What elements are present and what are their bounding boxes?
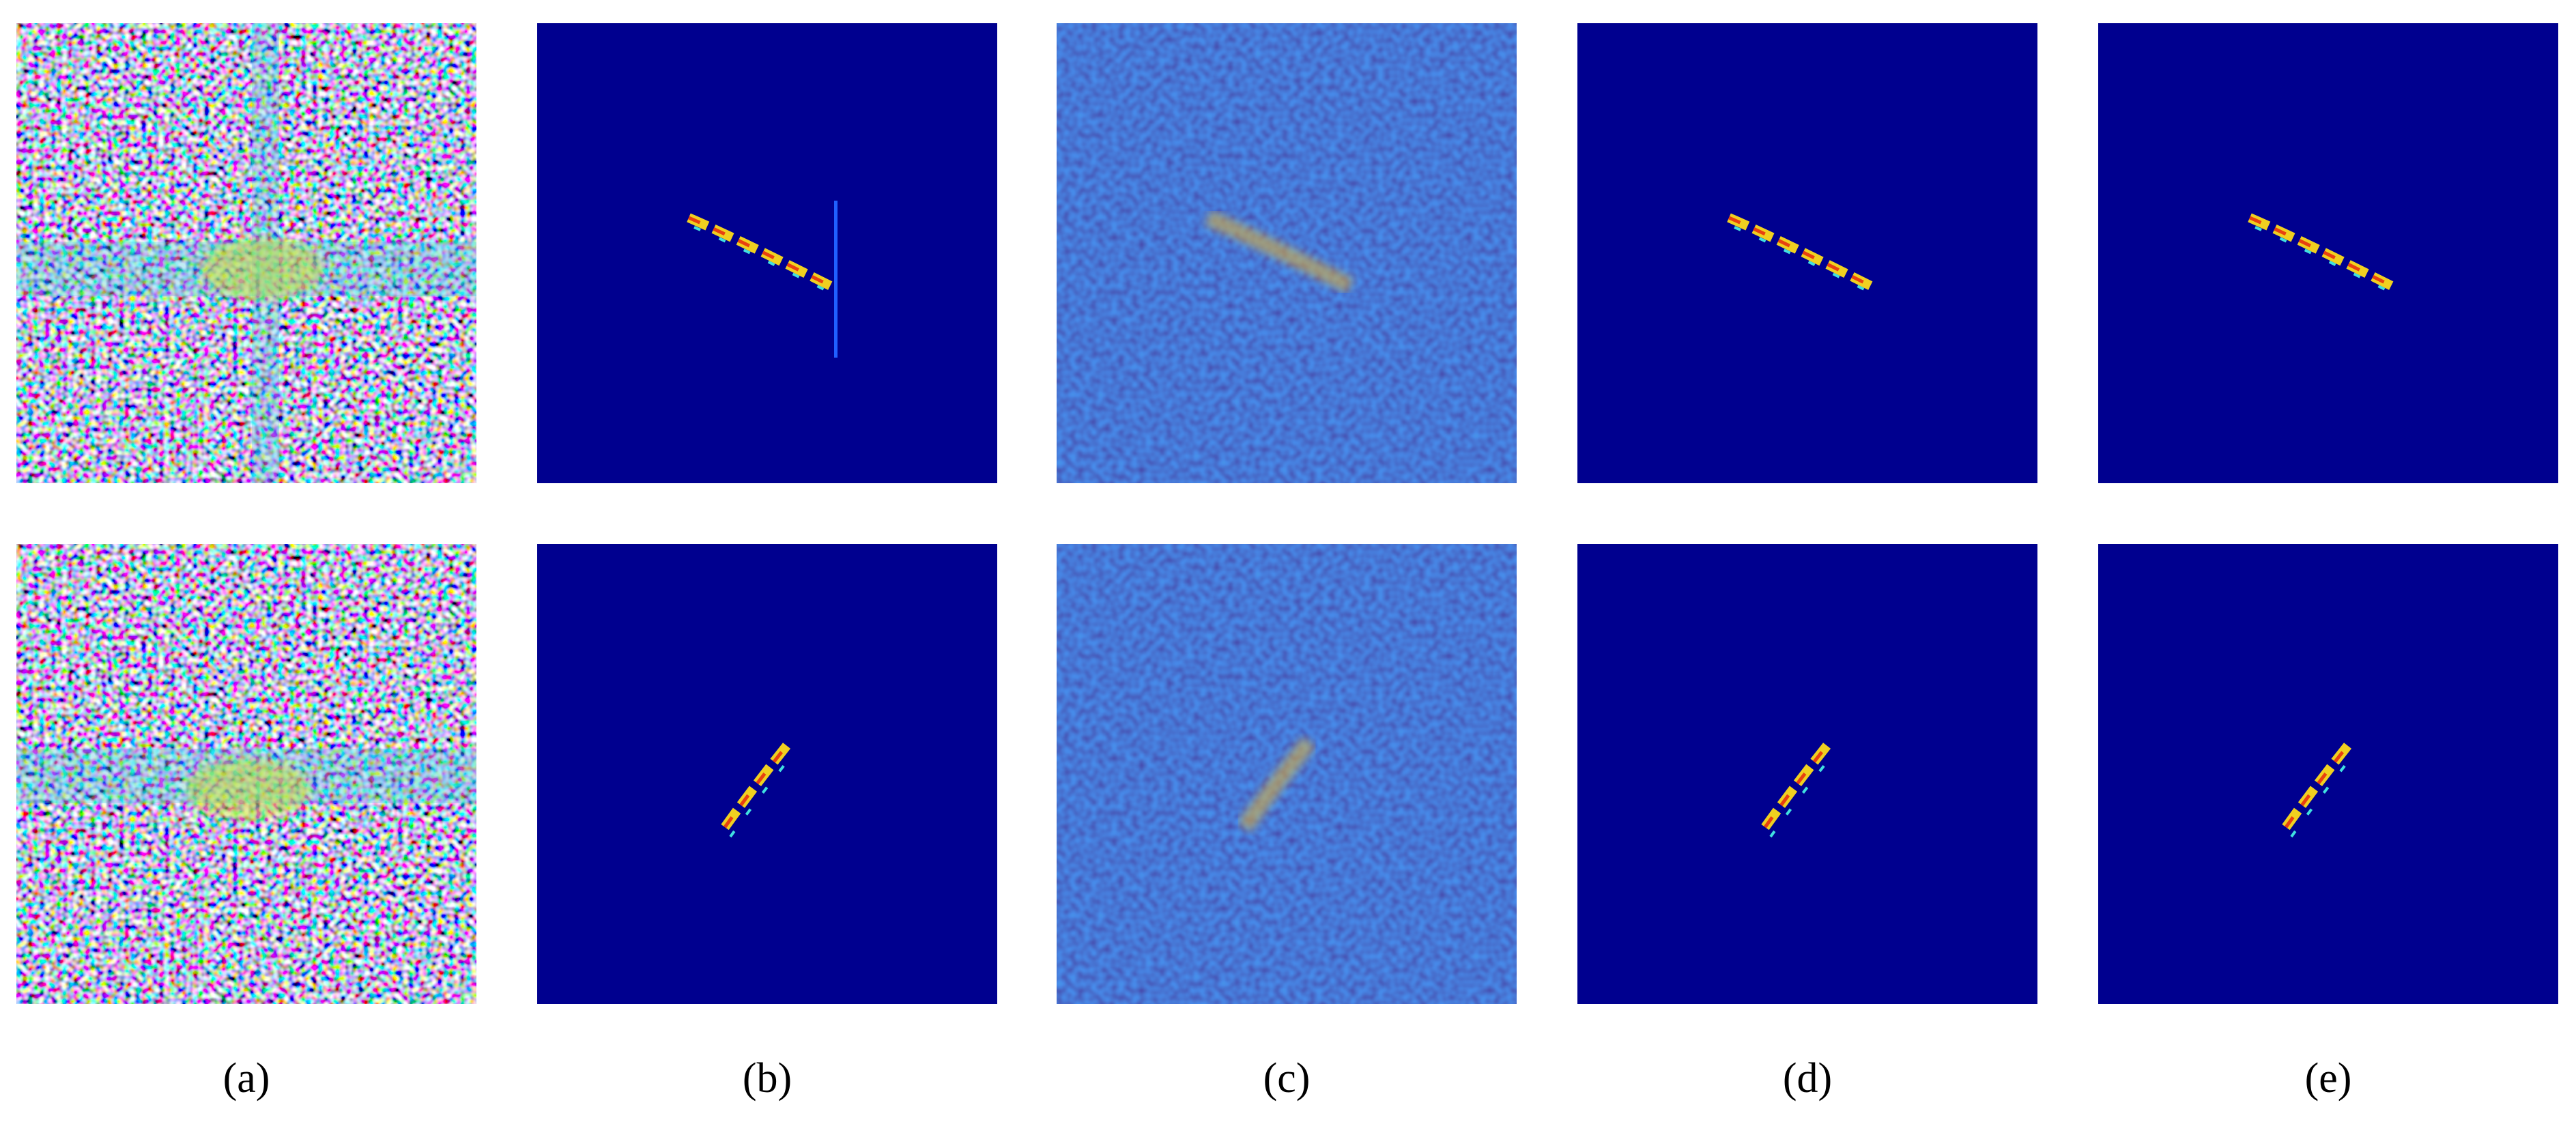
target-core	[723, 740, 791, 829]
labels: (a) (b) (c) (d) (e)	[223, 1055, 2352, 1102]
panels	[16, 23, 2558, 1004]
target-core	[1763, 740, 1831, 829]
target-core	[2249, 216, 2393, 288]
target-core	[2284, 740, 2352, 829]
image-panel	[537, 544, 997, 1004]
target-edge	[2255, 226, 2398, 297]
image-panel	[1057, 23, 1517, 483]
panel-label: (b)	[743, 1055, 792, 1102]
image-panel	[1057, 544, 1517, 1004]
image-panel	[537, 23, 997, 483]
image-panel	[16, 544, 476, 1004]
image-panel	[1577, 23, 2037, 483]
vertical-artifact	[834, 201, 838, 358]
target-streak	[1237, 736, 1316, 832]
target-edge	[693, 226, 837, 297]
panel-label: (e)	[2305, 1055, 2352, 1102]
panel-label: (d)	[1783, 1055, 1832, 1102]
panel-label: (c)	[1263, 1055, 1311, 1102]
image-panel	[16, 23, 476, 483]
image-panel	[2098, 544, 2558, 1004]
image-panel	[1577, 544, 2037, 1004]
target-core	[688, 216, 832, 288]
target-edge	[1734, 226, 1877, 297]
target-core	[1728, 216, 1872, 288]
image-panel	[2098, 23, 2558, 483]
target-blob	[187, 759, 310, 820]
target-blob	[201, 238, 324, 300]
target-streak	[1205, 210, 1354, 293]
panel-label: (a)	[223, 1055, 270, 1102]
